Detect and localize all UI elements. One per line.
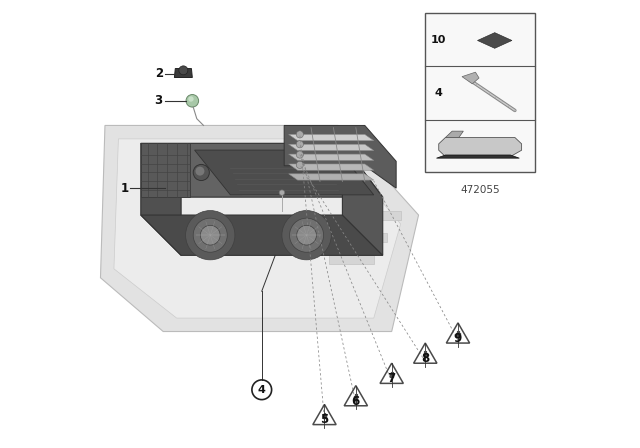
Bar (424, 353, 427, 357)
Polygon shape (100, 125, 419, 332)
Polygon shape (195, 150, 374, 195)
Polygon shape (356, 211, 401, 220)
Circle shape (297, 225, 316, 245)
Bar (425, 13, 535, 172)
Circle shape (188, 96, 194, 102)
Text: 472055: 472055 (460, 185, 500, 195)
Polygon shape (175, 69, 192, 78)
Polygon shape (445, 131, 463, 138)
Polygon shape (289, 134, 374, 141)
Circle shape (200, 225, 220, 245)
Polygon shape (436, 155, 520, 158)
Bar (323, 414, 326, 418)
Bar (354, 396, 358, 400)
Circle shape (186, 95, 198, 107)
Circle shape (296, 151, 303, 158)
Circle shape (195, 167, 204, 176)
Circle shape (179, 66, 188, 75)
Polygon shape (477, 33, 512, 48)
Polygon shape (462, 72, 479, 84)
Polygon shape (289, 164, 374, 170)
Circle shape (289, 218, 324, 252)
Text: 4: 4 (258, 385, 266, 395)
Circle shape (186, 211, 235, 260)
Polygon shape (114, 139, 401, 318)
Text: 6: 6 (352, 395, 360, 408)
Circle shape (296, 161, 303, 168)
Circle shape (296, 141, 303, 148)
Polygon shape (284, 125, 396, 188)
Text: 10: 10 (431, 34, 447, 45)
Text: 3: 3 (155, 94, 163, 108)
Circle shape (296, 131, 303, 138)
Text: 9: 9 (454, 332, 462, 345)
Polygon shape (342, 143, 383, 255)
Polygon shape (141, 143, 190, 197)
Polygon shape (329, 255, 374, 264)
Polygon shape (289, 154, 374, 160)
Text: 7: 7 (388, 372, 396, 385)
Text: 1: 1 (121, 181, 129, 195)
Polygon shape (141, 143, 383, 197)
Circle shape (279, 190, 285, 195)
Circle shape (193, 218, 227, 252)
Text: 8: 8 (421, 352, 429, 365)
Circle shape (193, 164, 209, 181)
Polygon shape (289, 174, 374, 180)
Bar (390, 373, 394, 377)
Polygon shape (141, 143, 181, 255)
Text: 5: 5 (321, 414, 328, 426)
Text: 2: 2 (155, 67, 163, 81)
Polygon shape (439, 138, 522, 157)
Text: 4: 4 (435, 88, 443, 98)
Bar (456, 333, 460, 337)
Circle shape (282, 211, 332, 260)
Polygon shape (342, 233, 387, 242)
Polygon shape (141, 215, 383, 255)
Polygon shape (289, 144, 374, 151)
